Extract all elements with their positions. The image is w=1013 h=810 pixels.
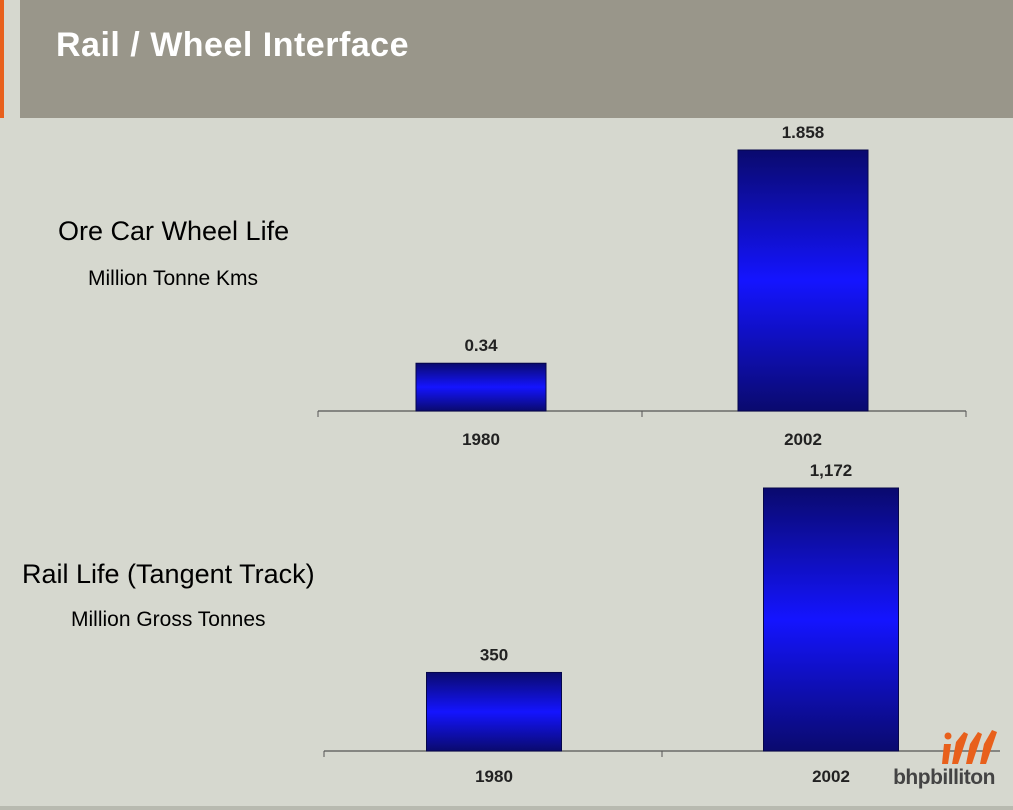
chart1-bar-1980 — [415, 362, 547, 412]
chart2-data-label: 1,172 — [810, 461, 853, 480]
chart2-data-label: 350 — [480, 645, 508, 664]
chart2-sublabel: Million Gross Tonnes — [71, 608, 266, 631]
chart1-data-label: 1.858 — [782, 123, 825, 142]
bhp-billiton-logo: bhpbilliton — [884, 728, 1004, 798]
chart1-data-label: 0.34 — [464, 336, 498, 355]
logo-text: bhpbilliton — [893, 766, 995, 789]
bottom-border — [0, 806, 1013, 810]
chart1-label: Ore Car Wheel Life — [58, 216, 290, 246]
chart1-tick-label: 1980 — [462, 430, 500, 449]
chart2-bar-1980 — [426, 671, 562, 752]
title-bar: Rail / Wheel Interface — [20, 0, 1013, 118]
chart2-bar-2002 — [763, 487, 899, 752]
chart2-tick-label: 1980 — [475, 767, 513, 786]
chart1-tick-label: 2002 — [784, 430, 822, 449]
logo-mark-icon — [942, 730, 997, 764]
chart2-label: Rail Life (Tangent Track) — [22, 559, 315, 589]
chart2-tick-label: 2002 — [812, 767, 850, 786]
chart1-sublabel: Million Tonne Kms — [88, 267, 259, 290]
chart1-bar-2002 — [737, 149, 869, 412]
left-accent-stripe — [0, 0, 4, 118]
slide-title: Rail / Wheel Interface — [56, 26, 409, 64]
